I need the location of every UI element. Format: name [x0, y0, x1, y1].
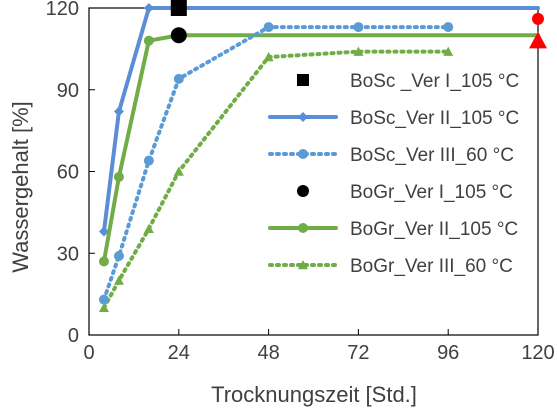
data-point — [113, 275, 124, 285]
data-point — [113, 106, 124, 117]
data-point — [143, 155, 154, 166]
series-2 — [98, 3, 540, 237]
data-point — [443, 22, 454, 33]
data-point — [263, 22, 274, 33]
data-point — [98, 294, 109, 305]
data-point — [170, 27, 187, 44]
x-tick-label: 24 — [168, 342, 190, 364]
extra-markers — [529, 12, 547, 49]
legend-entry-3: BoSc_Ver III_60 °C — [268, 145, 514, 166]
data-point — [263, 52, 274, 62]
series-5 — [98, 33, 540, 267]
legend-marker — [298, 260, 308, 270]
legend-entry-6: BoGr_Ver III_60 °C — [268, 256, 513, 277]
data-point — [143, 3, 154, 13]
data-point — [113, 250, 124, 261]
y-axis-label: Wassergehalt [%] — [8, 101, 33, 273]
axes-layer: 0 24 48 72 96 120 0 30 60 90 120 — [46, 0, 555, 364]
x-tick-label: 48 — [257, 342, 279, 364]
y-tick-label: 60 — [57, 162, 79, 184]
x-tick-label: 120 — [521, 342, 554, 364]
data-point — [170, 0, 187, 16]
legend-marker — [297, 74, 309, 86]
data-point — [143, 223, 154, 233]
data-point — [443, 46, 454, 56]
legend-layer: BoSc _Ver I_105 °C BoSc_Ver II_105 °C BoSc… — [268, 71, 519, 277]
y-tick-label: 90 — [57, 80, 79, 102]
x-axis-label: Trocknungszeit [Std.] — [211, 382, 417, 407]
data-point — [98, 302, 109, 312]
data-point — [173, 73, 184, 84]
data-point — [98, 226, 109, 237]
plot-frame — [88, 7, 539, 336]
series-layer — [98, 0, 547, 312]
data-point — [98, 256, 109, 267]
legend-marker — [298, 149, 308, 159]
legend-label: BoSc_Ver III_60 °C — [350, 145, 514, 166]
series-4 — [170, 27, 187, 44]
y-tick-label: 30 — [57, 243, 79, 265]
legend-marker — [297, 185, 309, 197]
legend-entry-1: BoSc _Ver I_105 °C — [297, 71, 519, 92]
data-point — [353, 46, 364, 56]
legend-label: BoSc_Ver II_105 °C — [350, 108, 519, 129]
legend-marker — [298, 112, 308, 122]
series-1 — [170, 0, 187, 16]
red-data-point — [529, 31, 547, 49]
legend-entry-5: BoGr_Ver II_105 °C — [268, 219, 518, 240]
data-point — [353, 22, 364, 33]
legend-label: BoSc _Ver I_105 °C — [350, 71, 519, 92]
x-tick-label: 72 — [347, 342, 369, 364]
x-tick-label: 96 — [437, 342, 459, 364]
legend-label: BoGr_Ver III_60 °C — [350, 256, 513, 277]
legend-entry-4: BoGr_Ver I_105 °C — [297, 182, 513, 203]
legend-marker — [298, 223, 308, 233]
y-tick-label: 0 — [68, 325, 79, 347]
x-tick-label: 0 — [83, 342, 94, 364]
legend-label: BoGr_Ver II_105 °C — [350, 219, 518, 240]
red-data-point — [532, 12, 544, 25]
series-6 — [98, 46, 454, 312]
series-3 — [98, 22, 454, 305]
y-tick-label: 120 — [46, 0, 79, 20]
legend-label: BoGr_Ver I_105 °C — [350, 182, 513, 203]
legend-entry-2: BoSc_Ver II_105 °C — [268, 108, 519, 129]
data-point — [113, 171, 124, 182]
data-point — [143, 35, 154, 46]
data-point — [173, 166, 184, 176]
